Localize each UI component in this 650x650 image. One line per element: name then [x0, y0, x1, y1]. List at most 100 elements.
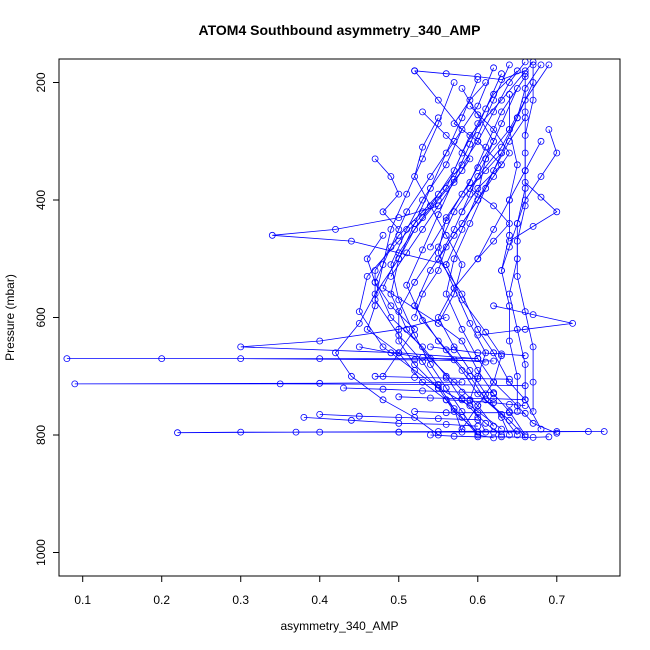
data-point: [355, 343, 363, 351]
data-point: [419, 143, 426, 151]
data-point: [505, 137, 513, 145]
data-point: [490, 64, 498, 72]
data-point: [276, 380, 284, 388]
data-point: [387, 243, 395, 251]
data-point: [529, 222, 537, 230]
data-point: [442, 70, 450, 78]
data-point: [316, 410, 324, 418]
data-point: [347, 237, 355, 245]
data-point: [490, 349, 498, 357]
data-point: [411, 408, 419, 415]
data-point: [434, 415, 442, 423]
data-point: [505, 375, 513, 383]
data-point: [498, 433, 505, 441]
data-point: [458, 220, 466, 227]
data-point: [466, 140, 474, 148]
data-point: [395, 393, 403, 401]
series-line-41: [390, 111, 471, 277]
data-point: [426, 355, 434, 363]
data-point: [395, 249, 403, 257]
data-point: [316, 428, 324, 436]
data-point: [395, 308, 403, 316]
data-point: [458, 149, 466, 157]
data-point: [490, 137, 498, 145]
data-point: [411, 366, 419, 374]
data-point: [442, 184, 450, 192]
data-point: [442, 217, 450, 225]
data-point: [395, 190, 403, 198]
data-point: [387, 261, 395, 269]
data-point: [411, 278, 419, 286]
y-axis: 200 400 600 800 1000: [34, 72, 60, 566]
data-point: [600, 428, 608, 435]
data-point: [505, 416, 513, 424]
data-point: [411, 356, 419, 364]
data-point: [63, 355, 71, 363]
data-point: [521, 70, 529, 78]
data-point: [482, 428, 490, 436]
x-tick-label: 0.2: [153, 593, 170, 607]
data-point: [521, 167, 529, 175]
data-point: [553, 429, 561, 437]
x-tick-label: 0.7: [548, 593, 565, 607]
x-axis-label: asymmetry_340_AMP: [280, 619, 398, 633]
data-point: [498, 431, 505, 439]
data-point: [426, 431, 434, 439]
data-point: [371, 372, 379, 380]
data-point: [521, 396, 529, 404]
data-point: [442, 374, 450, 382]
data-point: [482, 79, 490, 86]
data-point: [466, 220, 474, 227]
data-point: [450, 432, 458, 440]
data-point: [316, 337, 324, 345]
series-line-10: [390, 79, 494, 427]
data-point: [458, 167, 466, 175]
data-point: [498, 161, 505, 169]
data-point: [403, 281, 411, 289]
series-line-11: [414, 117, 526, 436]
data-point: [426, 243, 434, 251]
data-point: [474, 375, 482, 383]
data-point: [379, 261, 387, 269]
data-point: [403, 249, 411, 257]
data-point: [498, 410, 505, 418]
data-point: [505, 61, 513, 69]
data-point: [490, 108, 498, 116]
data-point: [458, 85, 466, 92]
data-point: [529, 343, 537, 351]
series-line-28: [398, 396, 526, 401]
x-axis: 0.1 0.2 0.3 0.4 0.5 0.6 0.7: [74, 575, 565, 607]
data-point: [395, 325, 403, 333]
data-point: [434, 114, 442, 122]
x-tick-label: 0.5: [390, 593, 407, 607]
data-point: [529, 378, 537, 386]
data-point: [379, 231, 387, 239]
y-tick-label: 800: [34, 425, 48, 445]
data-point: [458, 388, 466, 396]
data-point: [371, 278, 379, 286]
data-point: [426, 267, 434, 274]
data-point: [521, 131, 529, 139]
plot-area: [63, 58, 608, 442]
data-point: [458, 208, 466, 216]
data-point: [442, 243, 450, 251]
data-point: [450, 255, 458, 263]
data-point: [458, 126, 466, 133]
data-point: [434, 431, 442, 439]
y-tick-label: 200: [34, 72, 48, 92]
data-point: [505, 243, 513, 251]
data-point: [426, 173, 434, 180]
plot-frame: [58, 58, 621, 577]
data-point: [474, 413, 482, 421]
series-line-16: [240, 317, 478, 359]
data-point: [513, 237, 521, 245]
data-point: [442, 372, 450, 380]
data-point: [411, 325, 419, 333]
data-point: [529, 96, 537, 104]
data-point: [442, 214, 450, 222]
data-point: [347, 372, 355, 380]
data-point: [505, 79, 513, 86]
data-point: [529, 79, 537, 86]
data-point: [426, 343, 434, 351]
data-point: [537, 61, 545, 69]
